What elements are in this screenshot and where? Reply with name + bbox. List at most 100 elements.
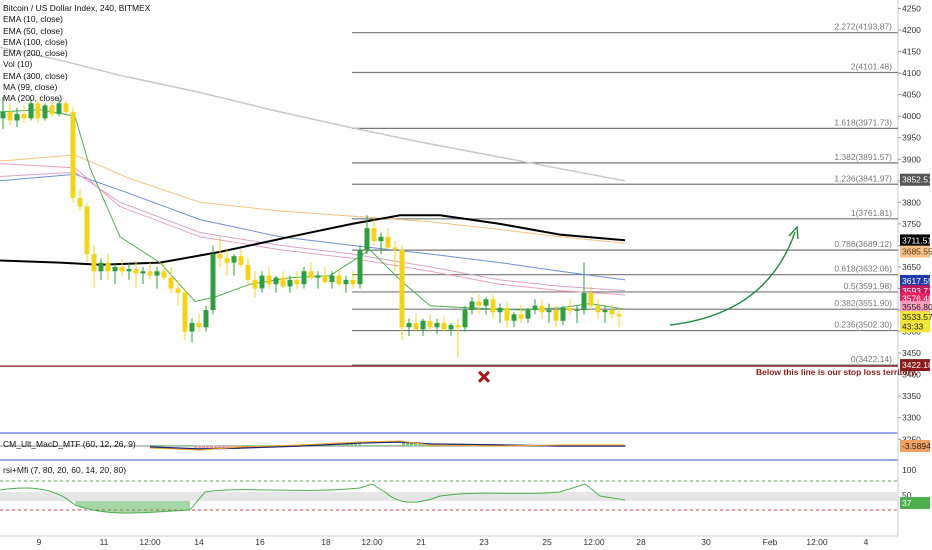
price-tick-label: 4100 [902, 68, 921, 78]
macd-histogram-bar [390, 445, 393, 446]
fib-level-label: 0.382(3551.90) [834, 298, 892, 308]
candle-body [371, 228, 377, 242]
price-badge-label: 3685.55 [902, 247, 932, 257]
candle-body [329, 275, 335, 283]
fib-level-label: 2.272(4193.87) [834, 22, 892, 32]
candle-body [448, 325, 454, 330]
macd-histogram-bar [338, 444, 341, 446]
candle-body [63, 103, 69, 112]
price-badge [900, 320, 930, 333]
macd-histogram-bar [182, 445, 185, 446]
candle-body [385, 236, 391, 248]
macd-histogram-bar [162, 445, 165, 446]
price-tick-label: 4250 [902, 4, 921, 14]
price-tick-label: 4000 [902, 111, 921, 121]
macd-histogram-bar [378, 445, 381, 446]
rsi-oversold-fill [75, 501, 190, 514]
macd-histogram-bar [246, 445, 249, 446]
candle-body [210, 254, 216, 311]
price-badge [900, 311, 930, 324]
macd-histogram-bar [374, 445, 377, 446]
rsi-tick-label: 100 [902, 465, 916, 475]
macd-histogram-bar [190, 445, 193, 446]
time-tick-label: 9 [37, 537, 42, 547]
price-tick-label: 3900 [902, 154, 921, 164]
macd-histogram-bar [398, 445, 401, 446]
rsi-value-label: 37 [902, 498, 912, 508]
candle-body [56, 103, 62, 115]
candle-body [84, 206, 90, 255]
price-badge [900, 173, 930, 186]
price-tick-label: 3750 [902, 219, 921, 229]
macd-histogram-bar [178, 445, 181, 446]
macd-histogram-bar [222, 446, 225, 449]
legend-ema10: EMA (10, close) [3, 14, 63, 25]
rsi-tick-label: 50 [902, 490, 912, 500]
macd-histogram-bar [410, 443, 413, 446]
macd-histogram-bar [158, 445, 161, 446]
legend-ema300: EMA (300, close) [3, 70, 68, 81]
candle-body [308, 271, 314, 278]
macd-histogram-bar [414, 443, 417, 446]
ma200-line [0, 46, 626, 182]
forecast-arrow-head [788, 225, 799, 240]
time-tick-label: 12:00 [139, 537, 161, 547]
candle-body [574, 310, 580, 312]
macd-histogram-bar [214, 446, 217, 449]
fib-level-label: 1.618(3971.73) [834, 117, 892, 127]
price-badge-label: 3533.57 [902, 312, 932, 322]
candle-body [70, 111, 76, 199]
fib-level-label: 1.236(3841.97) [834, 173, 892, 183]
candle-body [350, 279, 356, 285]
price-badge-label: 3576.48 [902, 294, 932, 304]
candle-body [196, 322, 202, 328]
macd-histogram-bar [210, 446, 213, 449]
legend-ema50: EMA (50, close) [3, 25, 63, 36]
macd-histogram-bar [386, 445, 389, 446]
fib-level-label: 1.382(3891.57) [834, 152, 892, 162]
price-badge [900, 234, 930, 247]
candle-body [259, 275, 265, 289]
candle-body [154, 271, 160, 276]
candle-body [434, 322, 440, 328]
candle-body [28, 103, 34, 119]
time-tick-label: 4 [864, 537, 869, 547]
macd-histogram-bar [394, 445, 397, 446]
price-badge-label: 3556.80 [902, 302, 932, 312]
macd-histogram-bar [258, 445, 261, 446]
time-tick-label: 18 [321, 537, 331, 547]
candle-body [77, 198, 83, 207]
time-tick-label: 12:00 [806, 537, 828, 547]
price-tick-label: 3450 [902, 348, 921, 358]
macd-histogram-bar [170, 445, 173, 446]
legend-ma99: MA (99, close) [3, 82, 58, 93]
candle-body [105, 262, 111, 272]
candle-body [245, 264, 251, 280]
price-badge-label: 3711.51 [902, 235, 932, 245]
candle-body [364, 228, 370, 250]
price-tick-label: 4050 [902, 90, 921, 100]
rsi-midband [0, 492, 898, 501]
candle-body [399, 249, 405, 328]
candle-body [581, 292, 587, 311]
candle-body [483, 299, 489, 306]
price-tick-label: 3800 [902, 197, 921, 207]
time-tick-label: 12:00 [583, 537, 605, 547]
candle-body [616, 314, 622, 317]
candle-body [294, 279, 300, 285]
fib-level-label: 0(3422.14) [851, 354, 892, 364]
candle-body [168, 277, 174, 289]
macd-histogram-bar [342, 444, 345, 446]
time-tick-label: Feb [763, 537, 778, 547]
legend-ma200: MA (200, close) [3, 93, 63, 104]
candle-body [112, 266, 118, 272]
macd-histogram-bar [150, 445, 153, 446]
ema100-line [0, 173, 626, 281]
candle-body [343, 279, 349, 285]
candle-body [273, 277, 279, 285]
price-tick-label: 3350 [902, 391, 921, 401]
price-tick-label: 4200 [902, 25, 921, 35]
candle-body [0, 111, 6, 119]
candle-body [504, 307, 510, 321]
